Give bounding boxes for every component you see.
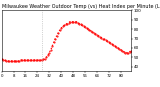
Text: Milwaukee Weather Outdoor Temp (vs) Heat Index per Minute (Last 24 Hours): Milwaukee Weather Outdoor Temp (vs) Heat… [2,4,160,9]
